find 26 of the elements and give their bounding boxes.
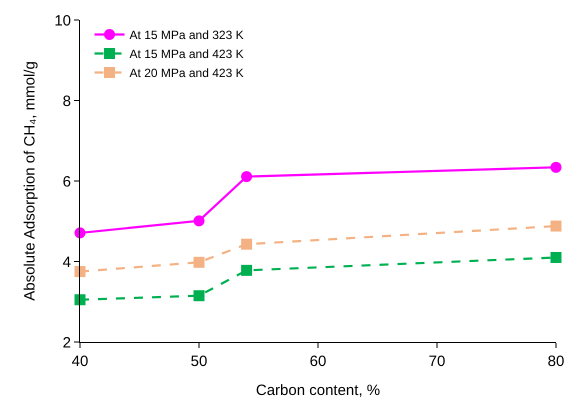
point [241,238,252,250]
point [550,220,562,232]
y-tick-label: 6 [62,173,71,190]
x-tick-label: 40 [72,353,88,370]
y-tick-label: 10 [54,12,71,30]
y-tick-label: 4 [62,254,71,271]
point [241,264,252,276]
point [74,294,86,306]
point [241,171,252,182]
x-axis-title: Carbon content, % [256,382,380,399]
legend-label: At 15 MPa and 323 K [130,28,244,42]
legend-label: At 20 MPa and 423 K [130,66,244,80]
x-tick-label: 50 [190,353,208,370]
legend-label: At 15 MPa and 423 K [130,47,244,62]
point [74,266,86,278]
point [550,252,562,263]
point [550,162,562,173]
x-tick-label: 70 [428,353,446,370]
y-tick-label: 8 [62,92,71,110]
x-tick-label: 60 [310,353,326,370]
point [194,215,204,226]
x-tick-label: 80 [548,353,564,370]
point [194,290,204,302]
point [194,256,204,268]
y-axis-title: Absolute Adsorption of CH₄, mmol/g [22,61,39,301]
y-tick-label: 2 [62,334,71,352]
